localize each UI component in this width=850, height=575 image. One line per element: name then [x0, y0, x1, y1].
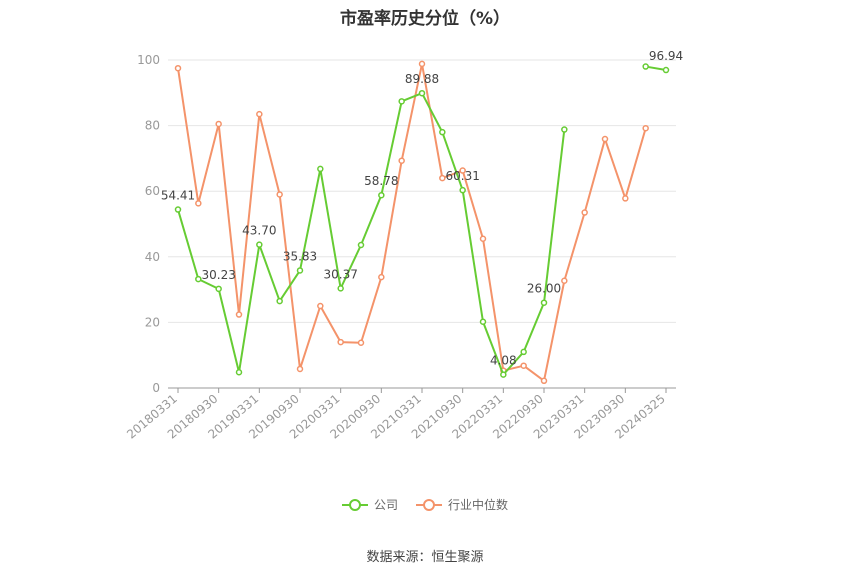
data-point-1 — [174, 64, 182, 72]
data-point-1 — [357, 339, 365, 346]
data-point-1 — [276, 191, 283, 198]
data-point-1 — [479, 235, 487, 243]
data-point-0 — [398, 98, 405, 105]
data-point-0 — [378, 191, 385, 199]
data-point-1 — [459, 167, 466, 174]
series-layer — [174, 60, 670, 385]
legend-company-marker-icon — [341, 498, 368, 511]
data-source: 数据来源：恒生聚源 — [366, 550, 484, 565]
data-point-0 — [540, 299, 548, 306]
data-point-0 — [642, 63, 649, 70]
data-point-0 — [296, 267, 304, 274]
series-line-0 — [177, 92, 566, 376]
data-point-0 — [500, 371, 507, 378]
data-point-0 — [357, 241, 365, 249]
y-tick-label: 100 — [137, 53, 160, 67]
data-label: 96.94 — [649, 49, 683, 63]
data-point-1 — [601, 135, 609, 143]
data-label: 54.41 — [161, 189, 195, 203]
data-point-1 — [398, 157, 405, 164]
data-point-1 — [337, 338, 344, 346]
data-point-1 — [378, 273, 385, 281]
series-line-1 — [177, 62, 647, 382]
data-label: 30.37 — [323, 267, 357, 281]
data-label: 35.83 — [283, 249, 317, 263]
data-point-1 — [235, 311, 243, 318]
data-point-1 — [256, 110, 263, 118]
data-label-layer: 54.41 30.23 43.70 35.83 30.37 58.78 89.88 60.31… — [161, 49, 683, 368]
y-tick-label: 20 — [145, 315, 160, 329]
legend: 公司 行业中位数 — [0, 496, 850, 513]
series-line-0 — [645, 65, 667, 72]
data-point-0 — [276, 297, 283, 305]
data-point-0 — [235, 369, 243, 376]
y-tick-label: 80 — [145, 119, 160, 133]
data-point-0 — [418, 89, 426, 97]
data-point-0 — [479, 318, 487, 325]
data-point-0 — [439, 128, 446, 136]
data-point-1 — [581, 209, 588, 216]
data-point-0 — [459, 186, 466, 194]
data-point-1 — [195, 200, 202, 207]
legend-item-company[interactable]: 公司 — [341, 496, 398, 513]
data-label: 58.78 — [364, 174, 398, 188]
data-point-1 — [540, 377, 548, 385]
data-label: 60.31 — [445, 169, 479, 183]
data-point-1 — [642, 124, 649, 132]
legend-industry-marker-icon — [416, 498, 442, 511]
data-point-1 — [520, 362, 527, 369]
data-point-1 — [317, 302, 324, 310]
data-point-0 — [317, 165, 324, 173]
y-tick-label: 0 — [152, 381, 160, 395]
legend-label-company: 公司 — [373, 498, 398, 512]
grid-layer — [168, 59, 676, 323]
data-point-1 — [296, 365, 304, 373]
data-point-0 — [174, 206, 182, 213]
legend-label-industry: 行业中位数 — [448, 498, 509, 512]
data-point-0 — [337, 285, 344, 292]
data-label: 89.88 — [405, 72, 439, 86]
legend-item-industry[interactable]: 行业中位数 — [416, 496, 508, 513]
data-point-1 — [561, 277, 568, 284]
data-point-0 — [256, 241, 263, 248]
y-tick-label: 60 — [145, 184, 160, 198]
data-point-0 — [195, 275, 202, 283]
y-tick-label: 40 — [145, 250, 160, 264]
chart-title: 市盈率历史分位（%） — [339, 9, 511, 29]
data-label: 4.08 — [490, 354, 517, 368]
data-point-1 — [418, 60, 426, 68]
data-point-1 — [439, 174, 446, 182]
data-point-0 — [215, 285, 222, 293]
data-point-0 — [561, 126, 568, 133]
data-point-1 — [215, 120, 222, 128]
data-point-0 — [662, 66, 670, 74]
data-point-0 — [520, 348, 527, 356]
data-point-1 — [622, 195, 629, 202]
data-label: 30.23 — [201, 268, 235, 282]
data-label: 43.70 — [242, 224, 276, 238]
data-label: 26.00 — [527, 282, 561, 296]
